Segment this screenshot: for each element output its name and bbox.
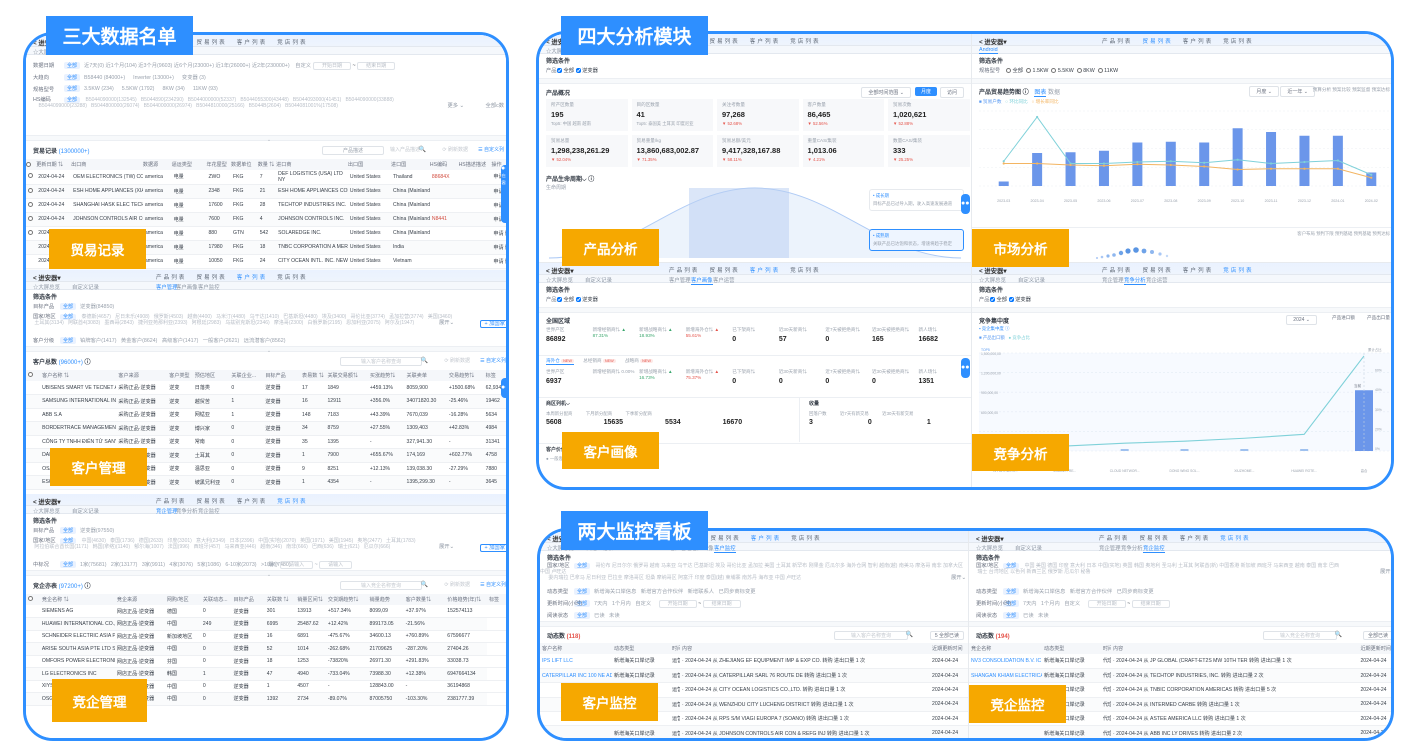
- svg-text:TOP5: TOP5: [981, 348, 990, 352]
- svg-text:30%: 30%: [1375, 408, 1382, 412]
- svg-text:60%: 60%: [1375, 369, 1382, 373]
- svg-text:2023-12: 2023-12: [1298, 199, 1311, 203]
- svg-text:2023-06: 2023-06: [1097, 199, 1110, 203]
- svg-text:累计占比: 累计占比: [1368, 347, 1382, 352]
- svg-text:20%: 20%: [1375, 427, 1382, 431]
- svg-text:2023-09: 2023-09: [1198, 199, 1211, 203]
- svg-text:CLOUD NETWOR...: CLOUD NETWOR...: [1110, 469, 1140, 473]
- svg-text:高合: 高合: [1361, 468, 1368, 473]
- svg-text:HUAWEI ROTE...: HUAWEI ROTE...: [1291, 469, 1317, 473]
- svg-text:2023-03: 2023-03: [997, 199, 1010, 203]
- svg-text:XIUZHOME...: XIUZHOME...: [1234, 469, 1254, 473]
- svg-text:0%: 0%: [1375, 447, 1380, 451]
- svg-text:900,000,00: 900,000,00: [981, 391, 998, 395]
- svg-text:当前: 当前: [1354, 383, 1362, 388]
- svg-text:2023-04: 2023-04: [1031, 199, 1044, 203]
- svg-text:2024-02: 2024-02: [1365, 199, 1378, 203]
- svg-text:1,200,000,00: 1,200,000,00: [981, 372, 1001, 376]
- svg-text:2023-08: 2023-08: [1164, 199, 1177, 203]
- svg-text:1,500,000,00: 1,500,000,00: [981, 352, 1001, 356]
- svg-text:600,000,00: 600,000,00: [981, 411, 998, 415]
- svg-text:2023-07: 2023-07: [1131, 199, 1144, 203]
- svg-text:2023-05: 2023-05: [1064, 199, 1077, 203]
- svg-text:40%: 40%: [1375, 388, 1382, 392]
- svg-text:DONG WING SOL...: DONG WING SOL...: [1169, 469, 1199, 473]
- svg-text:2024-01: 2024-01: [1331, 199, 1344, 203]
- svg-text:2023-10: 2023-10: [1231, 199, 1244, 203]
- svg-text:2023-11: 2023-11: [1265, 199, 1278, 203]
